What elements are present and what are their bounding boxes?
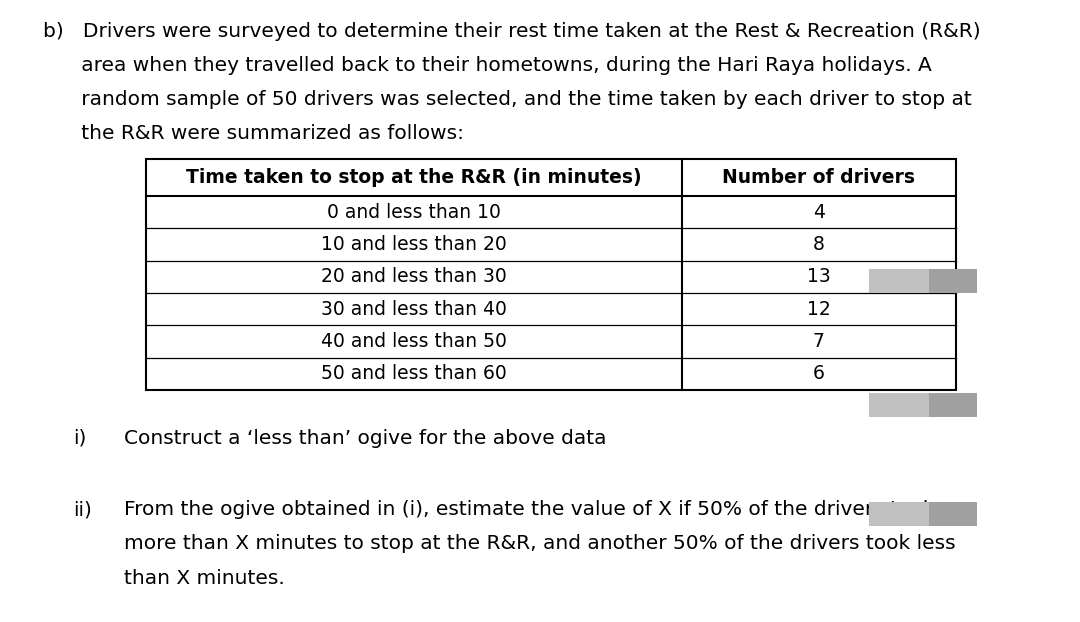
Bar <box>146 159 956 390</box>
Bar <box>869 269 977 293</box>
Bar <box>869 502 977 526</box>
Text: more than X minutes to stop at the R&R, and another 50% of the drivers took less: more than X minutes to stop at the R&R, … <box>124 534 956 554</box>
Text: 20 and less than 30: 20 and less than 30 <box>321 267 507 286</box>
Text: From the ogive obtained in (i), estimate the value of ​X​ if 50% of the drivers : From the ogive obtained in (i), estimate… <box>124 500 934 519</box>
Text: 10 and less than 20: 10 and less than 20 <box>321 235 507 254</box>
Text: 30 and less than 40: 30 and less than 40 <box>321 300 507 318</box>
Text: ii): ii) <box>73 500 92 519</box>
Text: 40 and less than 50: 40 and less than 50 <box>321 332 507 351</box>
Text: 50 and less than 60: 50 and less than 60 <box>321 364 507 383</box>
Text: than X minutes.: than X minutes. <box>124 569 285 588</box>
Bar <box>869 394 977 417</box>
Text: 12: 12 <box>807 300 831 318</box>
Text: 0 and less than 10: 0 and less than 10 <box>327 203 501 221</box>
Text: 13: 13 <box>807 267 831 286</box>
Text: the R&R were summarized as follows:: the R&R were summarized as follows: <box>43 124 464 144</box>
Text: Construct a ‘less than’ ogive for the above data: Construct a ‘less than’ ogive for the ab… <box>124 429 607 448</box>
Text: random sample of 50 drivers was selected, and the time taken by each driver to s: random sample of 50 drivers was selected… <box>43 90 972 109</box>
Text: area when they travelled back to their hometowns, during the Hari Raya holidays.: area when they travelled back to their h… <box>43 56 932 75</box>
Bar <box>929 394 977 417</box>
Text: i): i) <box>73 429 86 448</box>
Text: Time taken to stop at the R&R (in minutes): Time taken to stop at the R&R (in minute… <box>186 168 642 187</box>
Text: b)   Drivers were surveyed to determine their rest time taken at the Rest & Recr: b) Drivers were surveyed to determine th… <box>43 22 981 41</box>
Text: 8: 8 <box>813 235 825 254</box>
Text: Number of drivers: Number of drivers <box>723 168 916 187</box>
Bar <box>929 269 977 293</box>
Text: 7: 7 <box>813 332 825 351</box>
Text: 6: 6 <box>813 364 825 383</box>
Text: 4: 4 <box>813 203 825 221</box>
Bar <box>929 502 977 526</box>
